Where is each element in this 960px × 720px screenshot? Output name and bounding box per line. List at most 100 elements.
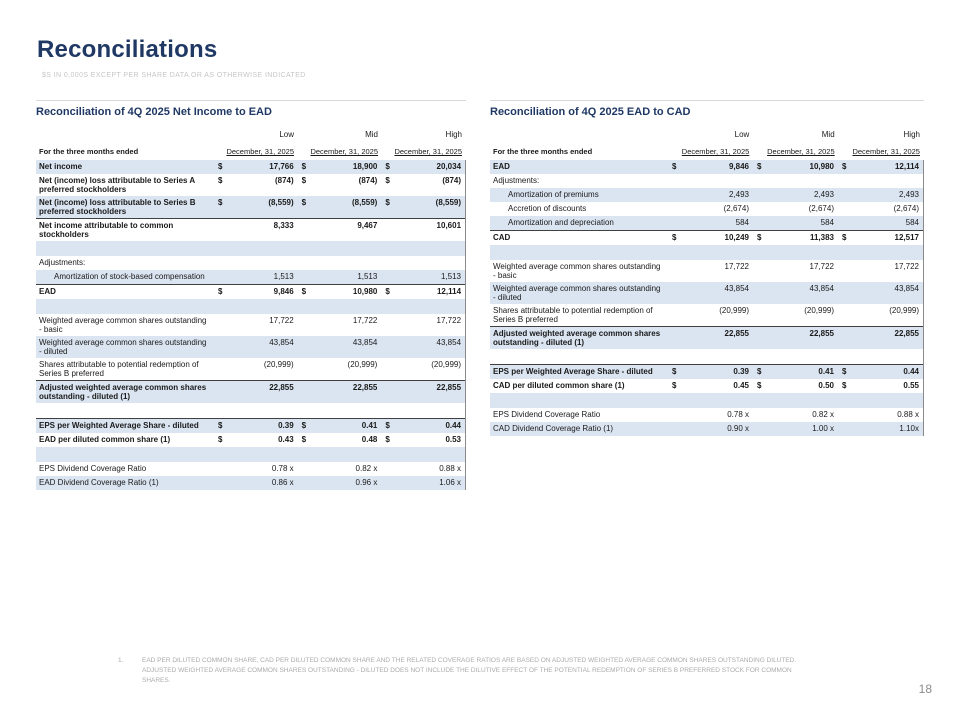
table-header: Low Mid High For the three months ended … — [490, 128, 924, 158]
row-value: $0.39 — [218, 421, 294, 430]
date-header: December, 31, 2025 — [310, 147, 378, 156]
scenario-header-mid: Mid — [365, 130, 378, 139]
table-row: Shares attributable to potential redempt… — [36, 358, 465, 380]
row-value: $ (874) — [301, 176, 378, 185]
table-header: Low Mid High For the three months ended … — [36, 128, 466, 158]
row-label: Amortization of stock-based compensation — [54, 272, 205, 281]
table-row: Weighted average common shares outstandi… — [36, 314, 465, 336]
row-value: $0.39 — [672, 367, 749, 376]
row-value — [298, 241, 382, 245]
table-row — [490, 349, 923, 364]
row-label: EPS per Weighted Average Share - diluted — [39, 421, 199, 430]
table-row — [36, 447, 465, 462]
row-value: 43,854 — [352, 338, 378, 347]
row-value: 43,854 — [724, 284, 749, 293]
row-value: $ (8,559) — [301, 198, 378, 207]
row-value: 8,333 — [273, 221, 294, 230]
row-value — [298, 299, 382, 303]
date-header: December, 31, 2025 — [394, 147, 462, 156]
row-value: 1,513 — [273, 272, 294, 281]
row-value: $12,114 — [385, 287, 462, 296]
row-value — [381, 256, 465, 260]
row-label: Accretion of discounts — [508, 204, 587, 213]
ead-to-cad-table: Reconciliation of 4Q 2025 EAD to CAD Low… — [490, 100, 924, 436]
row-value — [838, 349, 923, 353]
row-value: 10,601 — [436, 221, 462, 230]
table-row: EPS Dividend Coverage Ratio 0.78 x 0.82 x 0… — [36, 462, 465, 476]
row-value: $12,517 — [842, 233, 919, 242]
row-value — [381, 299, 465, 303]
table-row — [36, 403, 465, 418]
row-value: 0.88 x — [897, 410, 919, 419]
row-value — [753, 174, 838, 178]
table-row: CAD $10,249 $11,383 $12,517 — [490, 230, 923, 245]
table-row: Net income $17,766 $18,900 $20,034 — [36, 160, 465, 174]
slide-subtitle: $s IN 0,000s EXCEPT PER SHARE DATA OR AS… — [42, 72, 306, 79]
row-value: 0.82 x — [812, 410, 834, 419]
row-value — [381, 447, 465, 451]
scenario-header-low: Low — [734, 130, 750, 139]
row-value: 17,722 — [894, 262, 919, 271]
row-value: $0.55 — [842, 381, 919, 390]
row-value — [838, 245, 923, 249]
row-value — [214, 299, 298, 303]
row-value: $0.48 — [301, 435, 378, 444]
row-value: $ (874) — [385, 176, 462, 185]
scenario-header-high: High — [445, 130, 462, 139]
row-value — [668, 245, 753, 249]
row-value — [838, 174, 923, 178]
row-label: EAD — [39, 287, 56, 296]
table-row: EAD per diluted common share (1) $0.43 $0.… — [36, 433, 465, 447]
row-label: Net income — [39, 162, 83, 171]
row-label — [490, 349, 668, 353]
row-value — [753, 245, 838, 249]
table-row: Net (income) loss attributable to Series… — [36, 196, 465, 218]
scenario-header-mid: Mid — [821, 130, 835, 139]
row-label: EPS Dividend Coverage Ratio — [493, 410, 601, 419]
row-value: $0.53 — [385, 435, 462, 444]
row-value: 43,854 — [269, 338, 294, 347]
table-row: EPS per Weighted Average Share - diluted… — [490, 364, 923, 379]
row-value: 17,722 — [352, 316, 378, 325]
row-value: $0.44 — [842, 367, 919, 376]
row-label — [490, 393, 668, 397]
table-row: Weighted average common shares outstandi… — [36, 336, 465, 358]
row-value: $ (8,559) — [385, 198, 462, 207]
row-value — [298, 256, 382, 260]
row-label: Amortization and depreciation — [508, 218, 614, 227]
row-label — [36, 299, 214, 303]
row-label: EPS Dividend Coverage Ratio — [39, 464, 147, 473]
table-row: EPS Dividend Coverage Ratio 0.78 x 0.82 x 0… — [490, 408, 923, 422]
row-value — [214, 403, 298, 407]
row-value: 0.86 x — [271, 478, 294, 487]
row-label: Adjusted weighted average common shares … — [493, 329, 661, 347]
page-number: 18 — [918, 682, 932, 696]
row-value — [214, 447, 298, 451]
table-title: Reconciliation of 4Q 2025 Net Income to … — [36, 106, 272, 118]
row-value: $0.44 — [385, 421, 462, 430]
row-value: (20,999) — [347, 360, 378, 369]
row-value — [753, 349, 838, 353]
table-row: Weighted average common shares outstandi… — [490, 260, 923, 282]
row-value: $10,980 — [757, 162, 834, 171]
divider — [36, 100, 466, 101]
row-value: 584 — [735, 218, 749, 227]
table-title: Reconciliation of 4Q 2025 EAD to CAD — [490, 106, 691, 118]
page-title: Reconciliations — [37, 36, 218, 64]
table-row: EAD $9,846 $10,980 $12,114 — [36, 284, 465, 299]
row-value: 22,855 — [894, 329, 919, 338]
net-income-to-ead-table: Reconciliation of 4Q 2025 Net Income to … — [36, 100, 466, 490]
row-label: Weighted average common shares outstandi… — [39, 338, 207, 356]
table-row: Amortization and depreciation 584 584 584 — [490, 216, 923, 230]
row-value — [214, 241, 298, 245]
table-row — [36, 299, 465, 314]
period-label: For the three months ended — [39, 147, 139, 156]
table-row: Weighted average common shares outstandi… — [490, 282, 923, 304]
row-value: (2,674) — [723, 204, 749, 213]
row-value: 9,467 — [357, 221, 378, 230]
row-value: $ (874) — [218, 176, 294, 185]
row-value: 1.10x — [899, 424, 919, 433]
row-label: EAD — [493, 162, 510, 171]
row-value: $ (8,559) — [218, 198, 294, 207]
